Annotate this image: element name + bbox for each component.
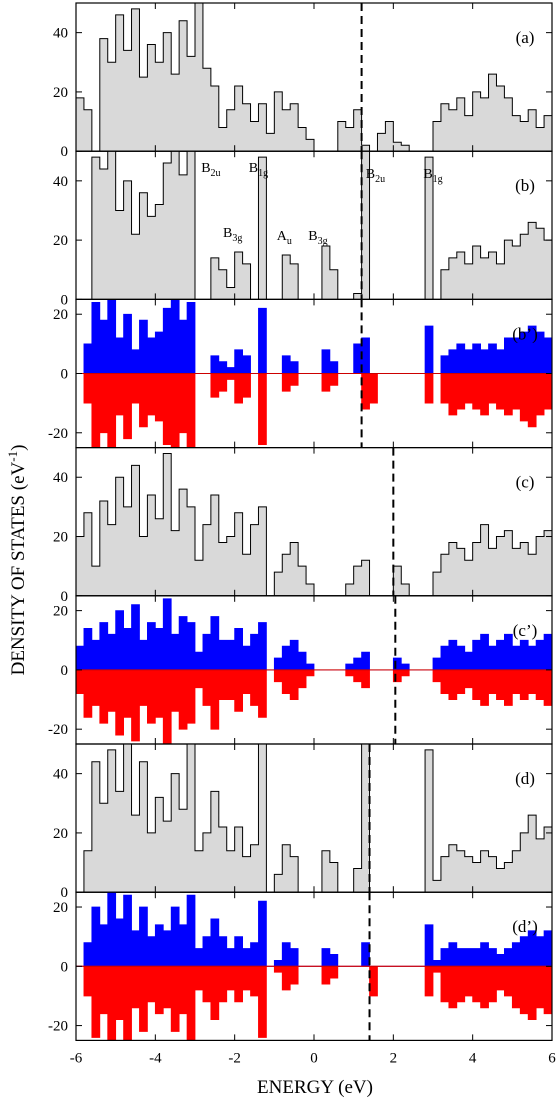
panel-b: 0 20 40 (b) B2u B1g B3g Au B3g B2u B1g	[53, 150, 553, 308]
ytick-label-c-40: 40	[53, 470, 68, 486]
panel-label-b2: (b’)	[512, 324, 537, 343]
panel-label-b: (b)	[515, 176, 535, 195]
panel-c2: -20 0 20 (c’)	[48, 595, 553, 745]
ytick-label-c2-20: 20	[53, 604, 68, 620]
peak-label-2: B3g	[223, 226, 242, 244]
spin-up-series-b2	[76, 299, 553, 374]
panel-label-c2: (c’)	[513, 621, 538, 640]
spin-down-series-d2	[76, 965, 553, 1041]
xtick-label-4: 4	[469, 1050, 477, 1066]
ytick-label-d2-20: 20	[53, 900, 68, 916]
ytick-label-c-20: 20	[53, 530, 68, 546]
x-axis-title: ENERGY (eV)	[257, 1077, 373, 1098]
ytick-label-d2-0: 0	[61, 959, 69, 975]
dos-series-c	[75, 453, 553, 597]
spin-down-series-c2	[75, 669, 553, 745]
panel-d2: -20 0 20 (d’)	[48, 891, 553, 1042]
peak-label-5: B2u	[366, 167, 385, 185]
ytick-label-b-20: 20	[53, 233, 68, 249]
ytick-label-d2--20: -20	[48, 1019, 68, 1035]
dos-series-a	[75, 2, 553, 152]
spin-up-series-d2	[76, 891, 553, 967]
xtick-label-2: 2	[390, 1050, 398, 1066]
x-tick-labels: -6 -4 -2 0 2 4 6	[70, 1050, 557, 1066]
xtick-label--2: -2	[228, 1050, 241, 1066]
peak-label-6: B1g	[423, 167, 442, 185]
spin-down-series-b2	[76, 373, 553, 448]
xtick-label-6: 6	[548, 1050, 556, 1066]
ytick-label-c2--20: -20	[48, 722, 68, 738]
ytick-label-d-20: 20	[53, 826, 68, 842]
ytick-label-c-0: 0	[61, 589, 69, 605]
ytick-label-a-0: 0	[61, 144, 69, 160]
peak-label-3: Au	[277, 229, 292, 247]
ytick-label-a-40: 40	[53, 26, 68, 42]
panel-label-c: (c)	[516, 473, 535, 492]
panel-b2: -20 0 20 (b’)	[48, 298, 553, 449]
ytick-label-b-40: 40	[53, 174, 68, 190]
ytick-label-c2-0: 0	[61, 663, 69, 679]
peak-label-1: B1g	[249, 161, 268, 179]
spin-up-series-c2	[75, 598, 553, 671]
ytick-label-b2--20: -20	[48, 426, 68, 442]
dos-series-b	[76, 150, 553, 300]
dos-series-d	[76, 743, 553, 893]
peak-label-0: B2u	[201, 161, 220, 179]
panel-label-a: (a)	[516, 28, 535, 47]
ytick-label-b2-0: 0	[61, 367, 69, 383]
panel-d: 0 20 40 (d)	[53, 743, 553, 901]
panel-c: 0 20 40 (c)	[53, 447, 553, 605]
peak-label-4: B3g	[308, 229, 327, 247]
y-axis-title: DENSITY OF STATES (eV-1)	[5, 445, 29, 676]
ytick-label-d-40: 40	[53, 767, 68, 783]
panel-label-d: (d)	[515, 769, 535, 788]
xtick-label--4: -4	[149, 1050, 162, 1066]
panel-label-d2: (d’)	[512, 917, 537, 936]
panel-a: 0 20 40 (a)	[53, 2, 553, 160]
ytick-label-a-20: 20	[53, 85, 68, 101]
ytick-label-d-0: 0	[61, 885, 69, 901]
xtick-label--6: -6	[70, 1050, 83, 1066]
xtick-label-0: 0	[310, 1050, 318, 1066]
ytick-label-b2-20: 20	[53, 307, 68, 323]
ytick-label-b-0: 0	[61, 292, 69, 308]
